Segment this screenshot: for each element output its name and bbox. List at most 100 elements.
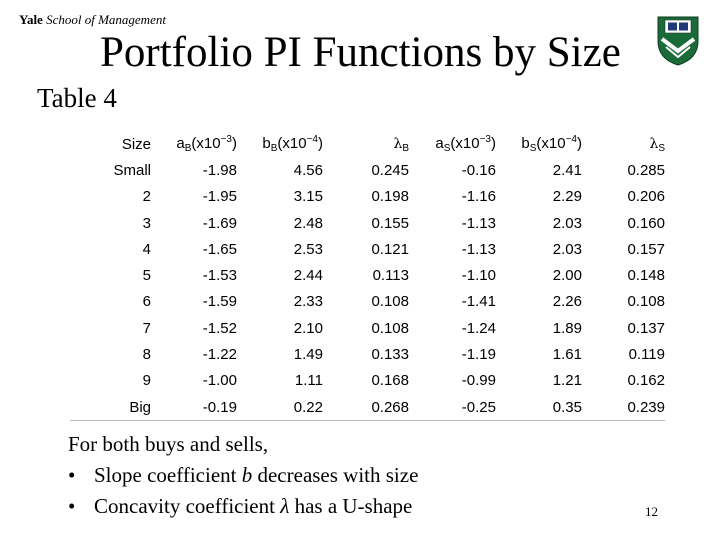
brand-school: School of Management [46, 12, 166, 27]
cell-b-buy: 2.48 [293, 214, 323, 232]
cell-b-buy: 2.44 [293, 267, 323, 285]
bullet-marker: • [68, 494, 76, 518]
header-b-sell: bS(x10−4) [521, 134, 582, 155]
table-row: 6 -1.59 2.33 0.108 -1.41 2.26 0.108 [70, 289, 665, 315]
cell-lambda-sell: 0.108 [627, 293, 665, 311]
cell-a-buy: -1.59 [202, 293, 237, 311]
cell-a-sell: -1.13 [461, 214, 496, 232]
cell-size: 4 [142, 240, 151, 258]
table-row: Big -0.19 0.22 0.268 -0.25 0.35 0.239 [70, 393, 665, 422]
pi-functions-table: Size aB(x10−3) bB(x10−4) λB aS(x10−3) bS… [70, 131, 665, 422]
bullet-slope: • Slope coefficient b decreases with size [68, 460, 418, 491]
cell-lambda-buy: 0.108 [371, 319, 409, 337]
bullet-concavity: • Concavity coefficient λ has a U-shape [68, 491, 418, 522]
cell-b-sell: 1.89 [552, 319, 582, 337]
cell-b-buy: 2.53 [293, 240, 323, 258]
cell-b-buy: 1.11 [294, 372, 323, 390]
cell-b-sell: 1.21 [552, 372, 582, 390]
cell-lambda-sell: 0.206 [627, 188, 665, 206]
brand-name: Yale [19, 12, 43, 27]
cell-lambda-sell: 0.239 [582, 393, 665, 422]
table-row: 4 -1.65 2.53 0.121 -1.13 2.03 0.157 [70, 236, 665, 262]
cell-lambda-buy: 0.268 [323, 393, 409, 422]
cell-b-sell: 2.00 [552, 267, 582, 285]
cell-lambda-buy: 0.155 [371, 214, 409, 232]
cell-a-sell: -1.16 [461, 188, 496, 206]
cell-size: 6 [142, 293, 151, 311]
cell-a-sell: -1.24 [461, 319, 496, 337]
cell-b-sell: 0.35 [496, 393, 582, 422]
cell-b-sell: 2.41 [552, 161, 582, 179]
cell-lambda-buy: 0.133 [371, 346, 409, 364]
cell-b-sell: 2.26 [552, 293, 582, 311]
cell-lambda-sell: 0.148 [627, 267, 665, 285]
cell-a-sell: -0.16 [461, 161, 496, 179]
cell-lambda-sell: 0.157 [627, 240, 665, 258]
header-lambda-buy: λB [393, 135, 409, 154]
cell-a-sell: -0.99 [461, 372, 496, 390]
cell-lambda-sell: 0.162 [627, 372, 665, 390]
cell-b-sell: 2.03 [552, 240, 582, 258]
cell-size: 3 [142, 214, 151, 232]
cell-a-sell: -0.25 [409, 393, 496, 422]
cell-a-buy: -1.69 [202, 214, 237, 232]
cell-size: 5 [142, 267, 151, 285]
cell-a-sell: -1.13 [461, 240, 496, 258]
cell-size: Big [70, 393, 151, 422]
cell-a-buy: -1.00 [202, 372, 237, 390]
cell-lambda-buy: 0.113 [372, 267, 409, 285]
cell-lambda-buy: 0.168 [371, 372, 409, 390]
cell-a-sell: -1.19 [461, 346, 496, 364]
cell-b-buy: 3.15 [293, 188, 323, 206]
header-b-buy: bB(x10−4) [262, 134, 323, 155]
cell-a-buy: -1.95 [202, 188, 237, 206]
cell-lambda-buy: 0.198 [371, 188, 409, 206]
page-number: 12 [645, 504, 658, 519]
school-brand: Yale School of Management [19, 12, 166, 28]
table-header-row: Size aB(x10−3) bB(x10−4) λB aS(x10−3) bS… [70, 131, 665, 157]
cell-b-sell: 2.03 [552, 214, 582, 232]
cell-a-buy: -1.52 [202, 319, 237, 337]
bullet-marker: • [68, 463, 76, 487]
cell-b-buy: 2.33 [293, 293, 323, 311]
cell-a-buy: -1.53 [202, 267, 237, 285]
cell-lambda-buy: 0.108 [371, 293, 409, 311]
header-a-buy: aB(x10−3) [176, 134, 237, 155]
header-lambda-sell: λS [649, 135, 665, 154]
cell-a-sell: -1.41 [461, 293, 496, 311]
cell-a-buy: -1.65 [202, 240, 237, 258]
cell-lambda-sell: 0.285 [627, 161, 665, 179]
cell-a-sell: -1.10 [461, 267, 496, 285]
table-row: 7 -1.52 2.10 0.108 -1.24 1.89 0.137 [70, 315, 665, 341]
cell-a-buy: -0.19 [151, 393, 237, 422]
takeaway-notes: For both buys and sells, • Slope coeffici… [68, 429, 418, 522]
cell-b-buy: 1.49 [293, 346, 323, 364]
table-row: 9 -1.00 1.11 0.168 -0.99 1.21 0.162 [70, 368, 665, 394]
table-body: Small -1.98 4.56 0.245 -0.16 2.41 0.285 2 -1.95 3… [70, 157, 665, 422]
cell-b-buy: 4.56 [293, 161, 323, 179]
header-a-sell: aS(x10−3) [435, 134, 496, 155]
cell-b-buy: 0.22 [237, 393, 323, 422]
cell-lambda-buy: 0.121 [371, 240, 409, 258]
table-row: 2 -1.95 3.15 0.198 -1.16 2.29 0.206 [70, 184, 665, 210]
table-row: 3 -1.69 2.48 0.155 -1.13 2.03 0.160 [70, 210, 665, 236]
cell-b-sell: 1.61 [552, 346, 582, 364]
cell-size: 9 [142, 372, 151, 390]
header-size: Size [121, 135, 151, 153]
cell-lambda-sell: 0.137 [627, 319, 665, 337]
cell-a-buy: -1.22 [202, 346, 237, 364]
cell-b-buy: 2.10 [293, 319, 323, 337]
cell-size: 7 [142, 319, 151, 337]
cell-size: Small [113, 161, 151, 179]
cell-lambda-sell: 0.119 [628, 346, 665, 364]
cell-size: 2 [142, 188, 151, 206]
table-row: 5 -1.53 2.44 0.113 -1.10 2.00 0.148 [70, 262, 665, 288]
notes-intro: For both buys and sells, [68, 432, 269, 456]
cell-size: 8 [142, 346, 151, 364]
slide-subtitle: Table 4 [37, 83, 117, 113]
yale-crest-logo [657, 16, 699, 66]
table-row: 8 -1.22 1.49 0.133 -1.19 1.61 0.119 [70, 341, 665, 367]
cell-b-sell: 2.29 [552, 188, 582, 206]
slide-title: Portfolio PI Functions by Size [100, 29, 621, 76]
table-row: Small -1.98 4.56 0.245 -0.16 2.41 0.285 [70, 157, 665, 183]
